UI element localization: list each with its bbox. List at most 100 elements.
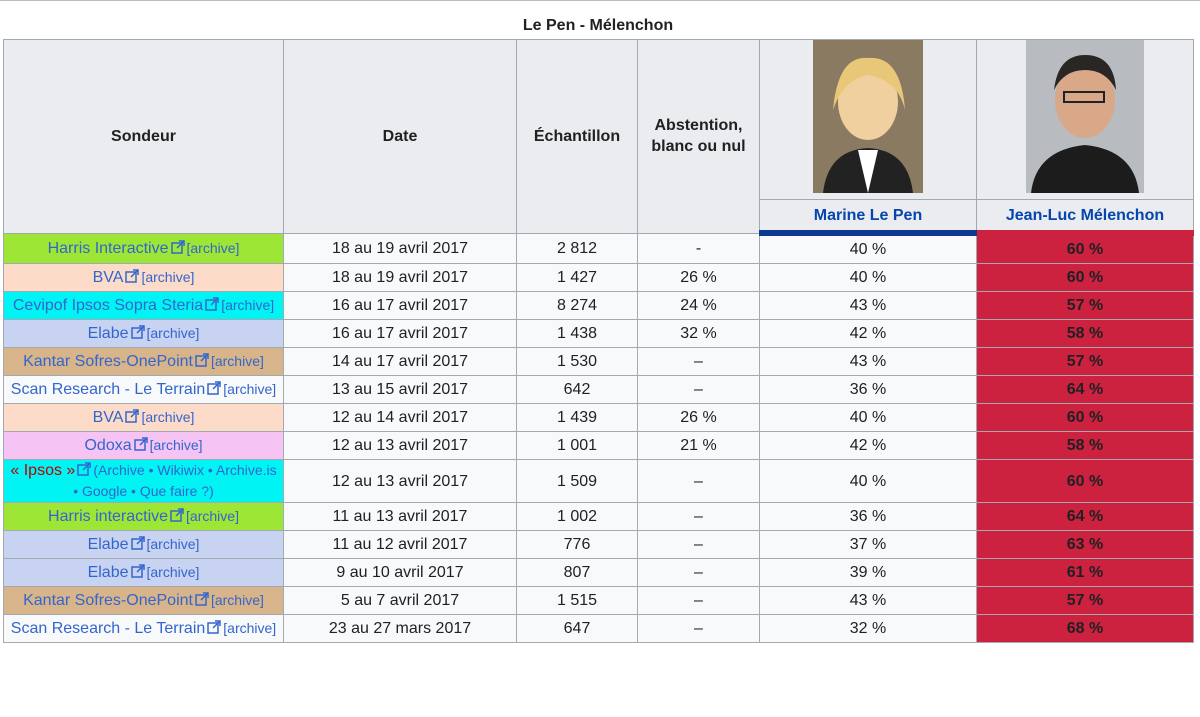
date-cell: 11 au 12 avril 2017: [283, 530, 517, 559]
archive-link[interactable]: [archive]: [221, 297, 275, 313]
header-date: Date: [283, 39, 517, 234]
sample-cell: 642: [516, 375, 638, 404]
pollster-name[interactable]: Scan Research - Le Terrain: [10, 620, 206, 637]
abstention-cell: –: [637, 502, 760, 531]
date-cell: 12 au 13 avril 2017: [283, 431, 517, 460]
melenchon-cell: 60 %: [976, 459, 1194, 503]
pollster-name[interactable]: Cevipof Ipsos Sopra Steria: [12, 297, 204, 314]
pollster-name[interactable]: Elabe: [87, 536, 129, 553]
archive-link[interactable]: [archive]: [141, 409, 195, 425]
archive-link[interactable]: [archive]: [223, 620, 277, 636]
sondeur-cell: « Ipsos » (Archive • Wikiwix • Archive.is…: [3, 459, 284, 503]
melenchon-cell: 57 %: [976, 586, 1194, 615]
melenchon-cell: 61 %: [976, 558, 1194, 587]
melenchon-cell: 57 %: [976, 347, 1194, 376]
sondeur-cell: Harris Interactive [archive]: [3, 232, 284, 264]
external-link-icon: [130, 536, 145, 550]
poll-row: Kantar Sofres-OnePoint [archive] 5 au 7 av…: [3, 586, 1194, 615]
sondeur-cell: Kantar Sofres-OnePoint [archive]: [3, 586, 284, 615]
poll-table: Sondeur Date Échantillon Abstention, bla…: [3, 39, 1194, 643]
photo-cell: [759, 39, 977, 200]
poll-row: Elabe [archive] 11 au 12 avril 2017 776–37 …: [3, 530, 1194, 559]
lepen-cell: 42 %: [759, 431, 977, 460]
external-link-icon: [125, 409, 140, 423]
archive-link[interactable]: (Archive • Wikiwix • Archive.is • Google…: [73, 462, 277, 499]
archive-link[interactable]: [archive]: [146, 325, 200, 341]
external-link-icon: [170, 240, 185, 254]
poll-row: Elabe [archive] 9 au 10 avril 2017 807–39 %…: [3, 558, 1194, 587]
melenchon-cell: 63 %: [976, 530, 1194, 559]
pollster-name[interactable]: Kantar Sofres-OnePoint: [23, 353, 193, 370]
lepen-cell: 40 %: [759, 459, 977, 503]
date-cell: 16 au 17 avril 2017: [283, 291, 517, 320]
pollster-name[interactable]: Elabe: [87, 564, 129, 581]
abstention-cell: 24 %: [637, 291, 760, 320]
melenchon-cell: 64 %: [976, 502, 1194, 531]
sondeur-cell: Cevipof Ipsos Sopra Steria [archive]: [3, 291, 284, 320]
external-link-icon: [125, 269, 140, 283]
poll-row: Cevipof Ipsos Sopra Steria [archive] 16 au…: [3, 291, 1194, 320]
melenchon-cell: 57 %: [976, 291, 1194, 320]
archive-link[interactable]: [archive]: [186, 239, 240, 256]
pollster-name[interactable]: « Ipsos »: [10, 462, 76, 479]
pollster-name[interactable]: Harris interactive: [48, 508, 169, 525]
archive-link[interactable]: [archive]: [146, 536, 200, 552]
sondeur-cell: Odoxa [archive]: [3, 431, 284, 460]
pollster-name[interactable]: BVA: [92, 409, 124, 426]
header-echantillon: Échantillon: [516, 39, 638, 234]
poll-row: Scan Research - Le Terrain [archive] 23 au…: [3, 614, 1194, 643]
sample-cell: 807: [516, 558, 638, 587]
poll-row: Kantar Sofres-OnePoint [archive] 14 au 17 …: [3, 347, 1194, 376]
pollster-name[interactable]: Harris Interactive: [47, 239, 169, 257]
poll-row: Odoxa [archive] 12 au 13 avril 2017 1 001 21…: [3, 431, 1194, 460]
date-cell: 11 au 13 avril 2017: [283, 502, 517, 531]
portrait: [1026, 40, 1144, 193]
date-cell: 18 au 19 avril 2017: [283, 263, 517, 292]
pollster-name[interactable]: BVA: [92, 269, 124, 286]
archive-link[interactable]: [archive]: [210, 592, 264, 608]
pollster-name[interactable]: Odoxa: [84, 437, 132, 454]
melenchon-cell: 64 %: [976, 375, 1194, 404]
lepen-cell: 43 %: [759, 291, 977, 320]
sample-cell: 1 002: [516, 502, 638, 531]
sondeur-cell: Scan Research - Le Terrain [archive]: [3, 375, 284, 404]
lepen-cell: 39 %: [759, 558, 977, 587]
archive-link[interactable]: [archive]: [141, 269, 195, 285]
melenchon-cell: 58 %: [976, 319, 1194, 348]
archive-link[interactable]: [archive]: [146, 564, 200, 580]
sondeur-cell: BVA [archive]: [3, 403, 284, 432]
sondeur-cell: Scan Research - Le Terrain [archive]: [3, 614, 284, 643]
archive-link[interactable]: [archive]: [210, 353, 264, 369]
pollster-name[interactable]: Kantar Sofres-OnePoint: [23, 592, 193, 609]
archive-link[interactable]: [archive]: [186, 508, 239, 524]
lepen-cell: 40 %: [759, 403, 977, 432]
sample-cell: 1 439: [516, 403, 638, 432]
poll-row: BVA [archive] 18 au 19 avril 2017 1 427 26 %…: [3, 263, 1194, 292]
abstention-cell: 21 %: [637, 431, 760, 460]
melenchon-cell: 60 %: [976, 232, 1194, 264]
external-link-icon: [195, 353, 209, 367]
header-sondeur: Sondeur: [3, 39, 284, 234]
external-link-icon: [130, 325, 145, 339]
sondeur-cell: BVA [archive]: [3, 263, 284, 292]
poll-row: Harris Interactive [archive] 18 au 19 avri…: [3, 232, 1194, 264]
sample-cell: 2 812: [516, 232, 638, 264]
abstention-cell: –: [637, 530, 760, 559]
lepen-cell: 43 %: [759, 347, 977, 376]
portrait: [813, 40, 923, 193]
abstention-cell: –: [637, 614, 760, 643]
abstention-cell: 26 %: [637, 263, 760, 292]
pollster-name[interactable]: Scan Research - Le Terrain: [10, 381, 206, 398]
sample-cell: 1 427: [516, 263, 638, 292]
abstention-cell: 32 %: [637, 319, 760, 348]
archive-link[interactable]: [archive]: [149, 437, 203, 453]
pollster-name[interactable]: Elabe: [87, 325, 129, 342]
candidate-name: Jean-Luc Mélenchon: [976, 199, 1194, 236]
poll-row: Harris interactive [archive] 11 au 13 avri…: [3, 502, 1194, 531]
archive-link[interactable]: [archive]: [223, 381, 277, 397]
lepen-cell: 40 %: [759, 232, 977, 264]
melenchon-cell: 60 %: [976, 403, 1194, 432]
external-link-icon: [133, 437, 148, 451]
lepen-cell: 37 %: [759, 530, 977, 559]
